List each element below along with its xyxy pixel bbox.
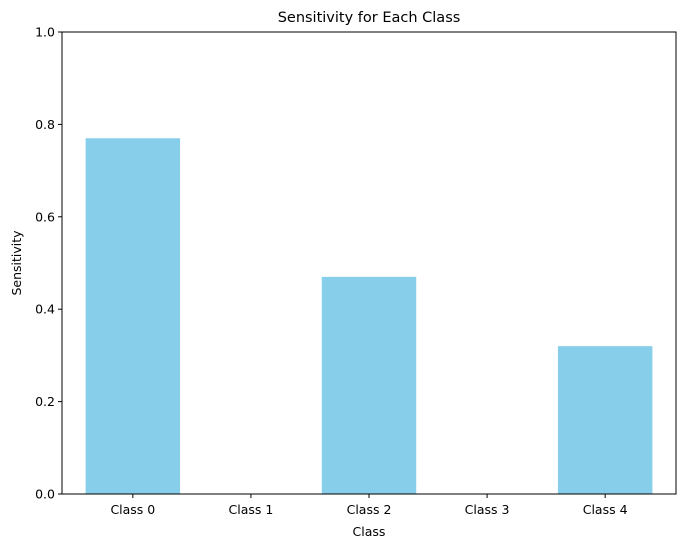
x-axis-label: Class: [353, 524, 386, 539]
y-tick-label: 0.2: [35, 394, 55, 409]
y-tick-label: 1.0: [35, 25, 55, 40]
y-tick-label: 0.8: [35, 117, 55, 132]
x-tick-label: Class 2: [347, 502, 392, 517]
y-tick-label: 0.4: [35, 302, 55, 317]
plot-area: [85, 138, 653, 494]
axes-spines: [61, 31, 677, 495]
bar-class-0: [85, 138, 181, 494]
y-axis: 0.0 0.2 0.4 0.6 0.8 1.0: [35, 25, 62, 502]
bar-class-2: [321, 276, 417, 494]
x-tick-label: Class 3: [465, 502, 510, 517]
x-tick-label: Class 1: [229, 502, 274, 517]
x-axis: Class 0 Class 1 Class 2 Class 3 Class 4: [110, 494, 628, 517]
bar-class-4: [557, 346, 653, 494]
x-tick-label: Class 4: [583, 502, 628, 517]
y-tick-label: 0.6: [35, 209, 55, 224]
y-tick-label: 0.0: [35, 487, 55, 502]
y-axis-label: Sensitivity: [9, 230, 24, 296]
x-tick-label: Class 0: [110, 502, 155, 517]
plot-frame: [61, 31, 677, 495]
chart-title: Sensitivity for Each Class: [278, 10, 461, 26]
